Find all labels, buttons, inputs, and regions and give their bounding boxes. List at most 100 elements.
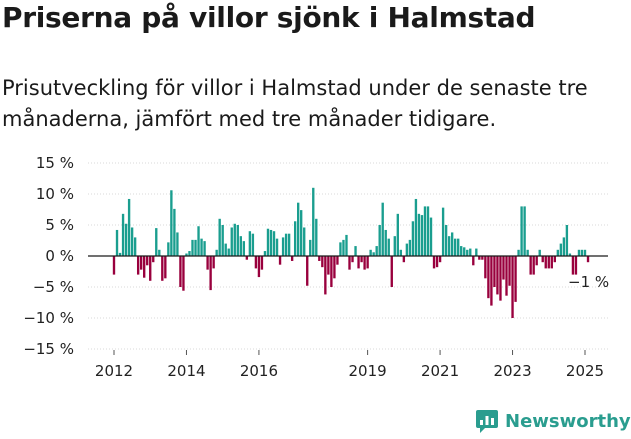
bar [484, 256, 487, 279]
bar [254, 256, 258, 269]
bar [423, 206, 427, 256]
bar [269, 229, 273, 256]
bar [544, 256, 547, 269]
bar [444, 225, 448, 256]
bar [514, 256, 517, 302]
bar [203, 241, 206, 256]
bar [369, 249, 372, 256]
bar [393, 236, 396, 256]
bar [306, 256, 309, 286]
bar [390, 256, 393, 287]
bar [176, 232, 179, 256]
y-tick-label: −15 % [23, 340, 74, 358]
bar [318, 256, 321, 261]
bar [333, 256, 336, 279]
bar [457, 238, 460, 256]
bar [239, 236, 242, 256]
bar [481, 256, 484, 260]
bar [360, 256, 363, 263]
bar [429, 217, 433, 256]
bars [112, 187, 590, 318]
bar [357, 256, 360, 269]
bar [215, 249, 218, 256]
bar [487, 256, 490, 299]
bar [136, 256, 140, 275]
bar [450, 232, 454, 256]
bar [354, 246, 357, 256]
y-tick-label: 15 % [36, 154, 74, 172]
bar [420, 215, 424, 256]
bar [580, 249, 584, 256]
bar [146, 256, 149, 266]
y-axis: 15 % 10 % 5 % 0 % −5 % −10 % −15 % [23, 154, 74, 358]
bar [161, 256, 164, 281]
bar [490, 256, 493, 306]
bar [499, 256, 502, 301]
bar [312, 187, 315, 256]
bar [260, 256, 264, 270]
bar [387, 238, 390, 256]
bar [170, 190, 173, 256]
bar [414, 198, 418, 256]
bar [505, 256, 508, 296]
newsworthy-logo[interactable]: Newsworthy [475, 408, 631, 434]
bar [586, 256, 590, 263]
y-tick-label: 5 % [45, 216, 74, 234]
bar [559, 243, 563, 256]
brand-name: Newsworthy [505, 410, 631, 432]
bar [532, 256, 535, 275]
bar [508, 256, 511, 286]
x-axis: 2012 2014 2016 2019 2021 2023 2025 [95, 350, 604, 380]
bar [194, 239, 197, 256]
bar [399, 249, 403, 256]
bar [426, 206, 430, 256]
bar [417, 213, 421, 256]
bar [315, 218, 318, 256]
bar [115, 229, 119, 256]
bar [321, 256, 324, 268]
bar [435, 256, 439, 268]
bar [478, 256, 481, 260]
bar [143, 256, 146, 278]
bar [124, 223, 128, 256]
bar [523, 206, 526, 256]
bar [339, 242, 342, 256]
bar [330, 256, 333, 287]
x-tick-label: 2021 [421, 362, 459, 380]
bar [245, 256, 249, 260]
bar [121, 213, 125, 256]
bar [257, 256, 261, 278]
bar [348, 256, 351, 270]
bar [511, 256, 514, 318]
bar [541, 256, 544, 263]
chart-subtitle: Prisutveckling för villor i Halmstad und… [2, 76, 588, 131]
bar [411, 221, 415, 256]
bar [179, 256, 182, 287]
newsworthy-icon [476, 410, 498, 433]
bar [290, 256, 294, 261]
bar [363, 256, 366, 270]
bar [378, 225, 381, 256]
bar [342, 239, 345, 256]
bar [191, 239, 194, 256]
bar [556, 249, 560, 256]
bar [441, 207, 445, 256]
bar [278, 256, 282, 265]
bar [297, 202, 300, 256]
bar [432, 256, 436, 269]
bar [535, 256, 538, 266]
bar [251, 233, 255, 256]
chart-title: Priserna på villor sjönk i Halmstad [2, 1, 536, 34]
bar [351, 256, 354, 263]
bar [300, 210, 303, 256]
bar [574, 256, 578, 275]
bar [372, 252, 375, 256]
bar [158, 249, 161, 256]
bar [218, 218, 221, 256]
y-tick-label: 0 % [45, 247, 74, 265]
bar [327, 256, 330, 275]
bar [227, 248, 230, 256]
bar [206, 256, 209, 270]
bar [173, 208, 176, 256]
